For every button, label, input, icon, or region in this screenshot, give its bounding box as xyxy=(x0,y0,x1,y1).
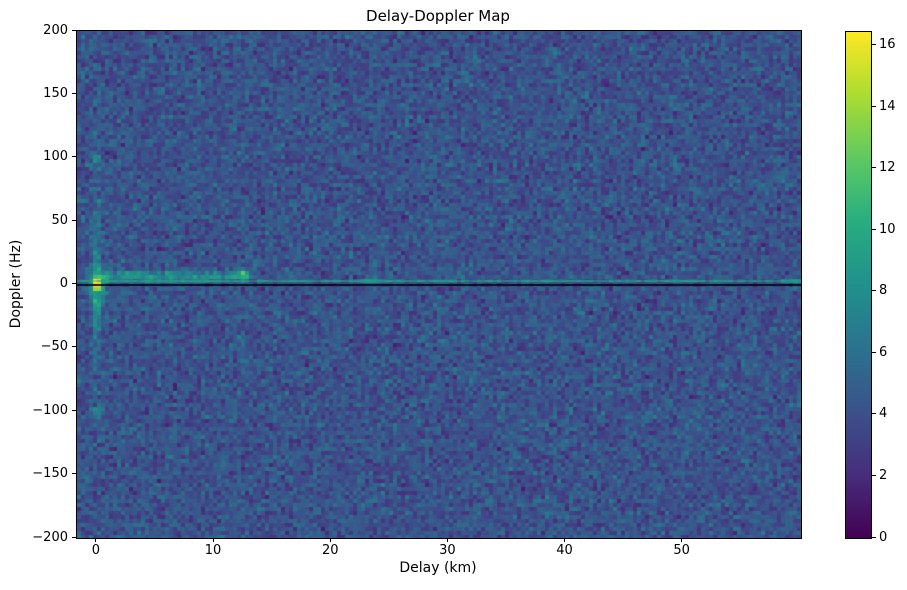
colorbar-tick-mark xyxy=(872,228,876,230)
y-tick-mark xyxy=(72,346,76,348)
chart-title: Delay-Doppler Map xyxy=(366,7,510,25)
y-tick-mark xyxy=(72,536,76,538)
colorbar-tick-mark xyxy=(872,474,876,476)
colorbar-tick-label: 8 xyxy=(879,283,888,299)
colorbar-tick-label: 14 xyxy=(879,98,896,114)
y-tick-label: −150 xyxy=(32,466,68,482)
colorbar-tick-label: 10 xyxy=(879,221,896,237)
x-axis-label: Delay (km) xyxy=(399,560,477,576)
colorbar-tick-label: 16 xyxy=(879,37,896,53)
y-tick-mark xyxy=(72,473,76,475)
y-tick-mark xyxy=(72,92,76,94)
colorbar-tick-mark xyxy=(872,351,876,353)
colorbar xyxy=(845,31,872,539)
x-tick-mark xyxy=(95,538,97,542)
colorbar-tick-label: 6 xyxy=(879,344,888,360)
x-tick-mark xyxy=(564,538,566,542)
y-tick-mark xyxy=(72,219,76,221)
plot-area xyxy=(76,30,802,539)
colorbar-tick-label: 2 xyxy=(879,467,888,483)
y-tick-mark xyxy=(72,409,76,411)
y-tick-label: 0 xyxy=(59,276,68,291)
colorbar-tick-mark xyxy=(872,44,876,46)
y-tick-label: 200 xyxy=(43,22,68,38)
x-tick-mark xyxy=(446,538,448,542)
y-tick-mark xyxy=(72,29,76,31)
colorbar-tick-label: 0 xyxy=(879,529,888,545)
colorbar-tick-mark xyxy=(872,290,876,292)
colorbar-tick-mark xyxy=(872,413,876,415)
y-tick-label: −200 xyxy=(32,529,68,545)
y-tick-label: 100 xyxy=(43,149,68,165)
x-tick-label: 50 xyxy=(673,543,690,558)
y-tick-mark xyxy=(72,283,76,284)
colorbar-tick-label: 4 xyxy=(879,406,888,422)
x-tick-mark xyxy=(329,538,331,542)
colorbar-tick-label: 12 xyxy=(879,160,896,176)
y-tick-label: 50 xyxy=(51,212,68,228)
y-tick-label: −100 xyxy=(32,402,68,418)
colorbar-tick-mark xyxy=(872,167,876,169)
y-tick-label: −50 xyxy=(40,339,68,355)
x-tick-label: 30 xyxy=(439,543,456,558)
y-tick-label: 150 xyxy=(43,85,68,101)
colorbar-tick-mark xyxy=(872,105,876,107)
y-tick-mark xyxy=(72,156,76,158)
x-tick-label: 10 xyxy=(204,543,222,558)
x-tick-mark xyxy=(212,538,214,542)
x-tick-label: 40 xyxy=(556,543,573,558)
heatmap-canvas xyxy=(77,31,801,538)
colorbar-tick-mark xyxy=(872,536,876,538)
x-tick-label: 20 xyxy=(321,543,339,558)
x-tick-mark xyxy=(681,538,683,542)
x-tick-label: 0 xyxy=(91,543,101,558)
